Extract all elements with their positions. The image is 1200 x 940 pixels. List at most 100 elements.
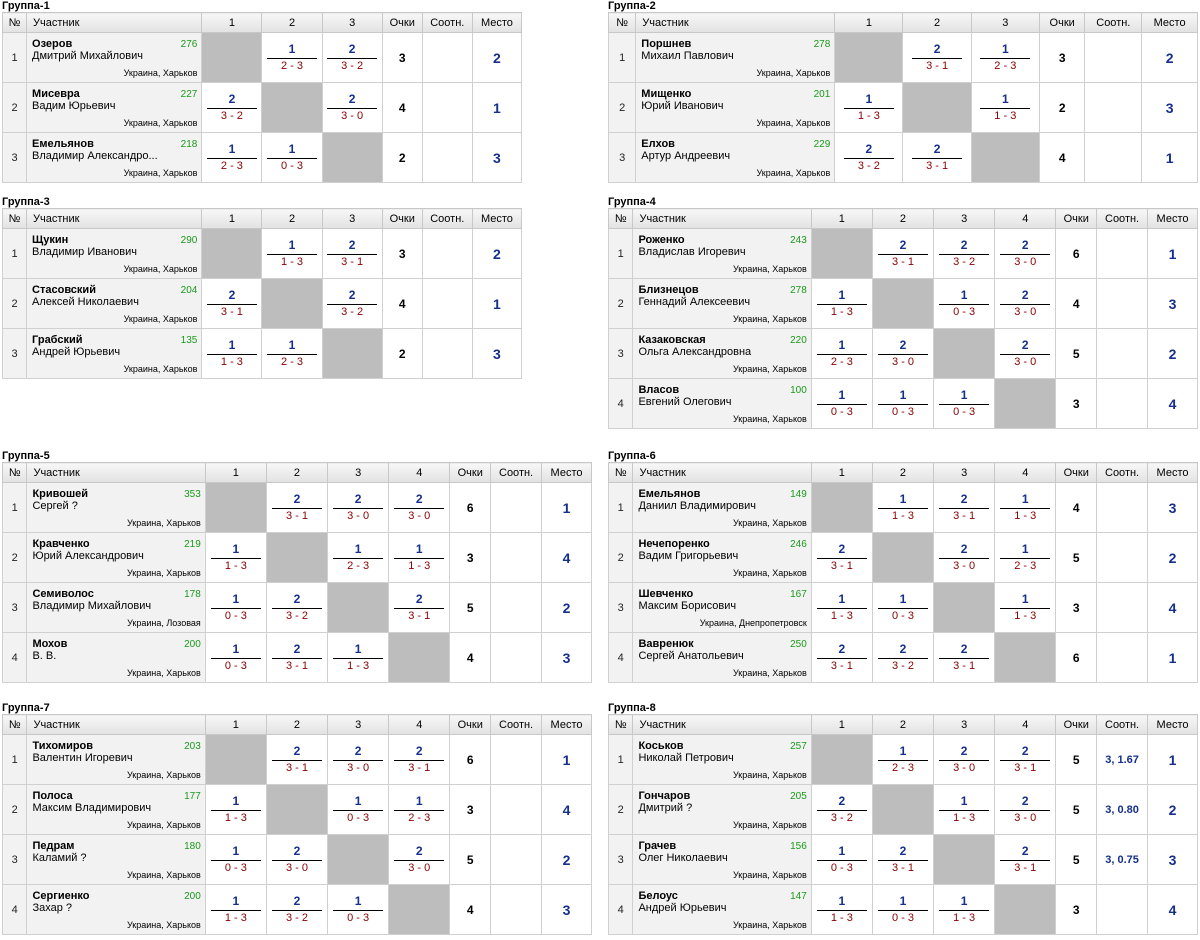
match-points: 2 (348, 238, 356, 252)
place-cell: 1 (1141, 132, 1198, 183)
player-last-name[interactable]: Озеров (32, 38, 73, 50)
player-last-name[interactable]: Тихомиров (32, 740, 94, 752)
player-cell[interactable]: Кривошей Сергей ? 353 Украина, Харьков (26, 482, 206, 533)
player-last-name[interactable]: Нечепоренко (638, 538, 710, 550)
player-cell[interactable]: Елхов Артур Андреевич 229 Украина, Харьков (635, 132, 836, 183)
player-first-name: Дмитрий ? (638, 802, 693, 814)
player-last-name[interactable]: Вавренюк (638, 638, 694, 650)
player-last-name[interactable]: Педрам (32, 840, 75, 852)
player-rating: 178 (184, 589, 201, 600)
player-last-name[interactable]: Казаковская (638, 334, 706, 346)
match-result-cell: 2 3 - 2 (810, 784, 873, 835)
player-last-name[interactable]: Грабский (32, 334, 83, 346)
ratio-cell (490, 532, 543, 583)
player-location: Украина, Харьков (732, 770, 807, 780)
self-match-cell (388, 632, 451, 683)
match-points: 2 (415, 844, 423, 858)
match-score: 3 - 1 (285, 510, 308, 522)
player-cell[interactable]: Тихомиров Валентин Игоревич 203 Украина, Ха… (26, 734, 206, 785)
player-cell[interactable]: Грабский Андрей Юрьевич 135 Украина, Харько… (26, 328, 203, 379)
result-divider (271, 860, 322, 861)
self-match-cell (810, 228, 873, 279)
match-points: 1 (838, 338, 846, 352)
match-result: 2 3 - 1 (394, 592, 445, 623)
player-last-name[interactable]: Близнецов (638, 284, 699, 296)
player-cell[interactable]: Близнецов Геннадий Алексеевич 278 Украина, … (632, 278, 812, 329)
player-cell[interactable]: Озеров Дмитрий Михайлович 276 Украина, Харь… (26, 32, 203, 83)
table-row: 3 Емельянов Владимир Александро... 218 Украи… (1, 132, 523, 183)
player-last-name[interactable]: Щукин (32, 234, 69, 246)
player-cell[interactable]: Стасовский Алексей Николаевич 204 Украина, … (26, 278, 203, 329)
player-last-name[interactable]: Гончаров (638, 790, 691, 802)
player-cell[interactable]: Белоус Андрей Юрьевич 147 Украина, Харьков (632, 884, 812, 935)
player-last-name[interactable]: Поршнев (641, 38, 692, 50)
match-points: 2 (1021, 288, 1029, 302)
player-cell[interactable]: Роженко Владислав Игоревич 243 Украина, Хар… (632, 228, 812, 279)
player-last-name[interactable]: Грачев (638, 840, 677, 852)
place-cell: 3 (1147, 278, 1198, 329)
result-divider (816, 558, 867, 559)
match-score: 0 - 3 (347, 912, 370, 924)
player-cell[interactable]: Гончаров Дмитрий ? 205 Украина, Харьков (632, 784, 812, 835)
player-cell[interactable]: Власов Евгений Олегович 100 Украина, Харько… (632, 378, 812, 429)
player-last-name[interactable]: Емельянов (638, 488, 701, 500)
match-points: 2 (1021, 844, 1029, 858)
player-last-name[interactable]: Сергиенко (32, 890, 90, 902)
player-last-name[interactable]: Власов (638, 384, 680, 396)
points-cell: 3 (1055, 582, 1098, 633)
self-match-cell (810, 734, 873, 785)
player-cell[interactable]: Кравченко Юрий Александрович 219 Украина, Х… (26, 532, 206, 583)
player-cell[interactable]: Нечепоренко Вадим Григорьевич 246 Украина, … (632, 532, 812, 583)
player-last-name[interactable]: Коськов (638, 740, 684, 752)
player-last-name[interactable]: Мищенко (641, 88, 692, 100)
match-result-cell: 1 1 - 3 (810, 884, 873, 935)
player-cell[interactable]: Коськов Николай Петрович 257 Украина, Харьк… (632, 734, 812, 785)
row-number: 3 (607, 132, 637, 183)
match-points: 1 (232, 844, 240, 858)
player-cell[interactable]: Поршнев Михаил Павлович 278 Украина, Харько… (635, 32, 836, 83)
player-last-name[interactable]: Семиволос (32, 588, 94, 600)
player-cell[interactable]: Шевченко Максим Борисович 167 Украина, Днеп… (632, 582, 812, 633)
col-header-opponent-3: 3 (933, 208, 996, 229)
player-cell[interactable]: Емельянов Владимир Александро... 218 Украин… (26, 132, 203, 183)
player-cell[interactable]: Семиволос Владимир Михайлович 178 Украина, … (26, 582, 206, 633)
player-cell[interactable]: Полоса Максим Владимирович 177 Украина, Хар… (26, 784, 206, 835)
group-8: Группа-8 № Участник 1 2 3 4 Очки Соотн. Место 1 Кос… (607, 702, 1198, 935)
player-cell[interactable]: Сергиенко Захар ? 200 Украина, Харьков (26, 884, 206, 935)
player-last-name[interactable]: Мохов (32, 638, 68, 650)
player-first-name: Владимир Иванович (32, 246, 138, 258)
player-last-name[interactable]: Мисевра (32, 88, 80, 100)
player-cell[interactable]: Казаковская Ольга Александровна 220 Украина… (632, 328, 812, 379)
match-score: 1 - 3 (220, 356, 243, 368)
player-last-name[interactable]: Кравченко (32, 538, 90, 550)
match-score: 1 - 3 (830, 610, 853, 622)
player-cell[interactable]: Щукин Владимир Иванович 290 Украина, Харько… (26, 228, 203, 279)
self-match-cell (902, 82, 972, 133)
player-last-name[interactable]: Белоус (638, 890, 678, 902)
player-last-name[interactable]: Кривошей (32, 488, 89, 500)
player-last-name[interactable]: Елхов (641, 138, 675, 150)
player-last-name[interactable]: Роженко (638, 234, 685, 246)
player-cell[interactable]: Мисевра Вадим Юрьевич 227 Украина, Харьков (26, 82, 203, 133)
player-last-name[interactable]: Полоса (32, 790, 73, 802)
player-cell[interactable]: Вавренюк Сергей Анатольевич 250 Украина, Ха… (632, 632, 812, 683)
player-rating: 203 (184, 741, 201, 752)
player-last-name[interactable]: Стасовский (32, 284, 96, 296)
ratio-cell (490, 834, 543, 885)
place-cell: 3 (1141, 82, 1198, 133)
group-title: Группа-5 (2, 450, 50, 462)
match-result-cell: 1 2 - 3 (261, 32, 323, 83)
player-last-name[interactable]: Емельянов (32, 138, 94, 150)
player-cell[interactable]: Грачев Олег Николаевич 156 Украина, Харьков (632, 834, 812, 885)
match-result: 2 3 - 2 (877, 642, 928, 673)
col-header-ratio: Соотн. (421, 208, 473, 229)
match-score: 2 - 3 (281, 60, 304, 72)
player-cell[interactable]: Мищенко Юрий Иванович 201 Украина, Харьков (635, 82, 836, 133)
player-cell[interactable]: Емельянов Даниил Владимирович 149 Украина, … (632, 482, 812, 533)
player-last-name[interactable]: Шевченко (638, 588, 694, 600)
match-result: 2 3 - 0 (1000, 794, 1051, 825)
col-header-place: Место (1141, 12, 1198, 33)
player-cell[interactable]: Педрам Каламий ? 180 Украина, Харьков (26, 834, 206, 885)
result-divider (877, 760, 928, 761)
player-cell[interactable]: Мохов В. В. 200 Украина, Харьков (26, 632, 206, 683)
